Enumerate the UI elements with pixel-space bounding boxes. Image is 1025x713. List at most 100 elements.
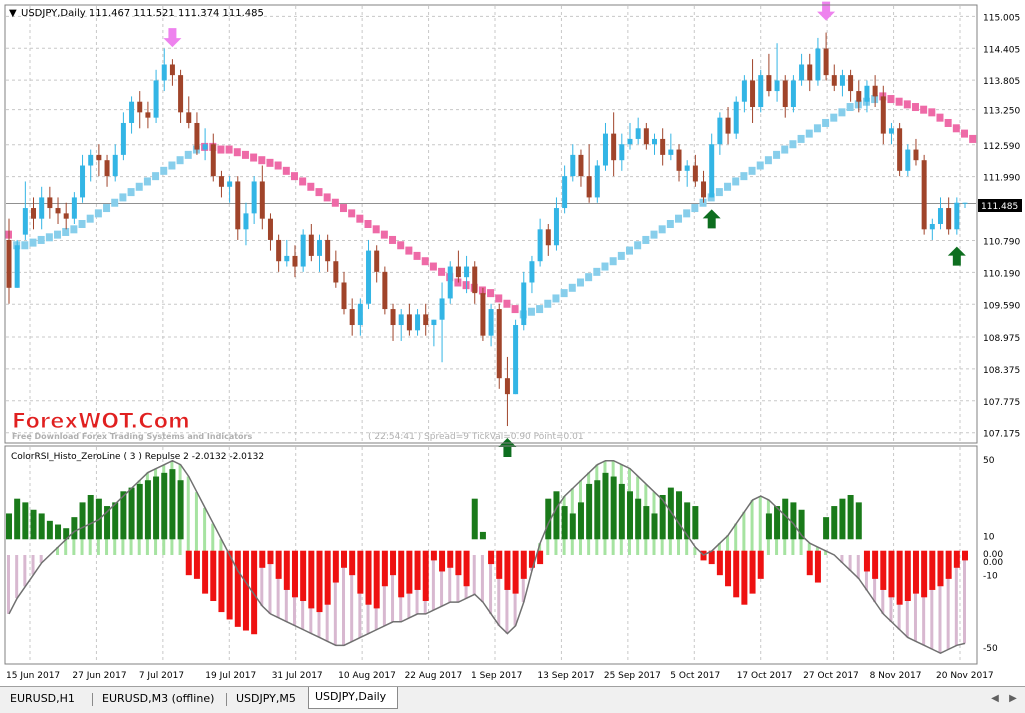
price-tick-label: 112.590 <box>983 142 1020 152</box>
trail-dot <box>103 204 111 213</box>
tab-eurusd-h1[interactable]: EURUSD,H1 <box>10 692 75 705</box>
histogram-bar <box>14 498 21 540</box>
trail-dot <box>675 214 683 223</box>
histogram-bar <box>479 531 486 540</box>
histogram-bar <box>921 550 928 598</box>
candle-body <box>619 144 625 161</box>
sell-arrow-icon <box>163 28 182 48</box>
tab-scroll-left-icon[interactable]: ◀ <box>991 693 999 704</box>
repulse-bar <box>276 555 280 618</box>
trail-dot <box>405 246 413 255</box>
candle-body <box>807 64 813 81</box>
candle-body <box>709 144 715 198</box>
trail-dot <box>658 225 666 234</box>
trail-dot <box>438 267 446 276</box>
trail-dot <box>536 305 544 314</box>
header-arrow-icon[interactable]: ▼ <box>9 8 17 19</box>
trail-dot <box>748 166 756 175</box>
tab-usdjpy-daily[interactable]: USDJPY,Daily <box>308 687 398 709</box>
repulse-bar <box>734 523 738 555</box>
repulse-bar <box>23 555 27 587</box>
trail-dot <box>111 198 119 207</box>
histogram-bar <box>904 550 911 602</box>
candle-body <box>390 309 396 326</box>
candle-body <box>210 144 216 177</box>
watermark-subtitle: Free Download Forex Trading Systems and … <box>12 432 252 441</box>
trail-dot <box>217 145 225 154</box>
candle-body <box>480 293 486 336</box>
trail-dot <box>54 230 62 239</box>
trail-dot <box>617 251 625 260</box>
trail-dot <box>45 233 53 242</box>
histogram-bar <box>46 520 53 540</box>
histogram-bar <box>71 517 78 540</box>
histogram-bar <box>87 494 94 540</box>
candle-body <box>251 181 257 214</box>
trail-dot <box>29 238 37 247</box>
histogram-bar <box>349 550 356 576</box>
repulse-bar <box>824 551 828 555</box>
trail-dot <box>323 193 331 202</box>
candle-body <box>954 202 960 230</box>
candle-body <box>14 245 20 288</box>
tab-eurusd-m3-offline[interactable]: EURUSD,M3 (offline) <box>102 692 215 705</box>
histogram-bar <box>676 491 683 540</box>
histogram-bar <box>153 476 160 540</box>
trail-dot <box>609 257 617 266</box>
trail-dot <box>830 113 838 122</box>
candle-body <box>913 149 919 161</box>
time-tick-label: 20 Nov 2017 <box>936 671 994 681</box>
trail-dot <box>969 134 977 143</box>
candle-body <box>602 133 608 166</box>
chart-canvas[interactable]: 115.005 114.405 113.805 113.250 112.590 111.9… <box>0 0 1025 686</box>
repulse-bar <box>358 555 362 638</box>
candle-body <box>374 250 380 272</box>
trail-dot <box>846 103 854 112</box>
candle-body <box>929 224 935 230</box>
tab-divider <box>226 693 227 706</box>
trail-dot <box>928 108 936 117</box>
repulse-bar <box>350 555 354 642</box>
candle-body <box>22 208 28 235</box>
histogram-bar <box>577 502 584 540</box>
candle-body <box>194 122 200 150</box>
time-tick-label: 22 Aug 2017 <box>405 671 463 681</box>
indicator-pane-border <box>4 445 978 665</box>
candle-body <box>455 266 461 278</box>
indicator-tick-label: -50 <box>983 644 998 654</box>
candle-body <box>137 101 143 113</box>
candle-body <box>758 75 764 108</box>
tab-usdjpy-m5[interactable]: USDJPY,M5 <box>236 692 296 705</box>
trail-dot <box>495 294 503 303</box>
histogram-bar <box>226 550 233 620</box>
time-tick-label: 27 Jun 2017 <box>72 671 126 681</box>
histogram-bar <box>275 550 282 579</box>
repulse-bar <box>472 555 476 595</box>
trail-dot <box>805 129 813 138</box>
repulse-bar <box>864 555 868 591</box>
trail-dot <box>184 150 192 159</box>
time-tick-label: 25 Sep 2017 <box>604 671 661 681</box>
price-tick-label: 109.590 <box>983 301 1020 311</box>
time-tick-label: 15 Jun 2017 <box>6 671 60 681</box>
repulse-bar <box>799 535 803 555</box>
trail-dot <box>822 118 830 127</box>
candle-body <box>406 314 412 331</box>
histogram-bar <box>283 550 290 590</box>
histogram-bar <box>962 550 968 561</box>
trail-dot <box>683 209 691 218</box>
tab-scroll-right-icon[interactable]: ▶ <box>1009 693 1017 704</box>
price-pane-border <box>4 4 978 444</box>
repulse-bar <box>333 555 337 646</box>
candle-body <box>701 181 707 198</box>
histogram-bar <box>251 550 258 635</box>
histogram-bar <box>447 550 454 568</box>
candle-body <box>937 208 943 224</box>
repulse-bar <box>750 500 754 555</box>
price-tick-label: 113.250 <box>983 107 1020 117</box>
trail-dot <box>225 145 233 154</box>
histogram-bar <box>757 550 764 579</box>
candle-body <box>267 218 273 240</box>
trail-dot <box>895 97 903 106</box>
